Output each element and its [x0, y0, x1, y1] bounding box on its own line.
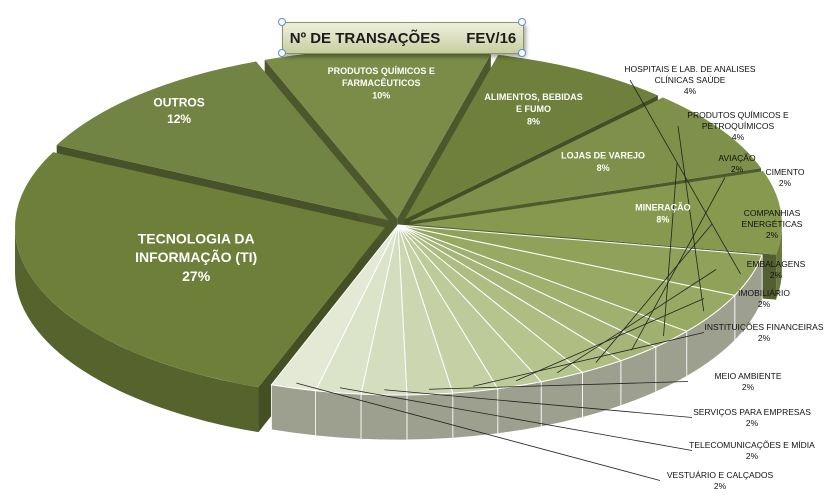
- pie-slice-side: [271, 384, 316, 437]
- pie-slice[interactable]: [15, 152, 386, 388]
- slice-label-outside: MEIO AMBIENTE 2%: [714, 371, 781, 392]
- slice-label-outside: SERVIÇOS PARA EMPRESAS 2%: [693, 407, 811, 428]
- leader-line: [595, 223, 713, 363]
- slice-label: ALIMENTOS, BEBIDAS E FUMO 8%: [484, 92, 582, 126]
- pie-slice[interactable]: [56, 61, 389, 221]
- slice-label-outside: CIMENTO 2%: [765, 167, 804, 188]
- pie-slice[interactable]: [411, 171, 782, 255]
- pie-slice-side: [15, 227, 259, 433]
- leader-line: [296, 382, 661, 481]
- leader-line: [557, 269, 717, 374]
- title-resize-handle-sw[interactable]: [278, 49, 286, 57]
- slice-label: TECNOLOGIA DA INFORMAÇÃO (TI) 27%: [135, 230, 257, 284]
- slice-label: OUTROS 12%: [153, 96, 204, 126]
- pie-slice-side: [776, 224, 782, 300]
- slice-label: LOJAS DE VAREJO 8%: [561, 151, 645, 173]
- chart-title[interactable]: Nº DE TRANSAÇÕES FEV/16: [282, 22, 524, 54]
- leader-line: [428, 381, 689, 390]
- pie-slice[interactable]: [270, 224, 399, 392]
- slice-label-outside: HOSPITAIS E LAB. DE ANALISES CLÍNICAS SAÚ…: [624, 64, 755, 96]
- chart-title-period: FEV/16: [466, 29, 517, 47]
- pie-slice[interactable]: [264, 48, 491, 219]
- pie-slice[interactable]: [404, 54, 658, 220]
- leader-line: [663, 163, 678, 336]
- slice-label-outside: IMOBILIÁRIO 2%: [738, 288, 790, 309]
- leader-line: [473, 332, 705, 387]
- title-resize-handle-ne[interactable]: [518, 18, 526, 26]
- leader-lines: [296, 79, 741, 481]
- slice-label-outside: INSTITUIÇÕES FINANCEIRAS 2%: [704, 322, 823, 343]
- slice-label-outside: AVIAÇÃO 2%: [718, 153, 756, 174]
- leader-line: [384, 389, 693, 418]
- slice-label-outside: TELECOMUNICAÇÕES E MÍDIA 2%: [689, 440, 815, 461]
- chart-title-text: Nº DE TRANSAÇÕES: [289, 29, 441, 47]
- title-resize-handle-se[interactable]: [518, 49, 526, 57]
- slice-label-outside: VESTUÁRIO E CALÇADOS 2%: [667, 470, 774, 491]
- slice-label: PRODUTOS QUÍMICOS E FARMACÊUTICOS 10%: [328, 66, 435, 100]
- slice-label: MINERAÇÃO 8%: [635, 202, 691, 224]
- pie-slice-side: [360, 393, 408, 441]
- pie-top-layer: [15, 48, 782, 396]
- slice-labels: TECNOLOGIA DA INFORMAÇÃO (TI) 27% OUTROS 12%…: [135, 64, 824, 491]
- pie-slice-side: [497, 381, 542, 435]
- pie-slice[interactable]: [409, 97, 762, 222]
- pie-slice-side: [315, 390, 362, 440]
- leader-line: [339, 387, 693, 451]
- leader-line: [515, 298, 705, 382]
- slice-label-outside: EMBALAGENS 2%: [747, 259, 806, 280]
- slice-label-outside: PRODUTOS QUÍMICOS E PETROQUÍMICOS 4%: [687, 110, 789, 142]
- title-resize-handle-nw[interactable]: [278, 18, 286, 26]
- slice-label-outside: COMPANHIAS ENERGÉTICAS 2%: [742, 208, 803, 240]
- pie-slice-side: [406, 392, 454, 441]
